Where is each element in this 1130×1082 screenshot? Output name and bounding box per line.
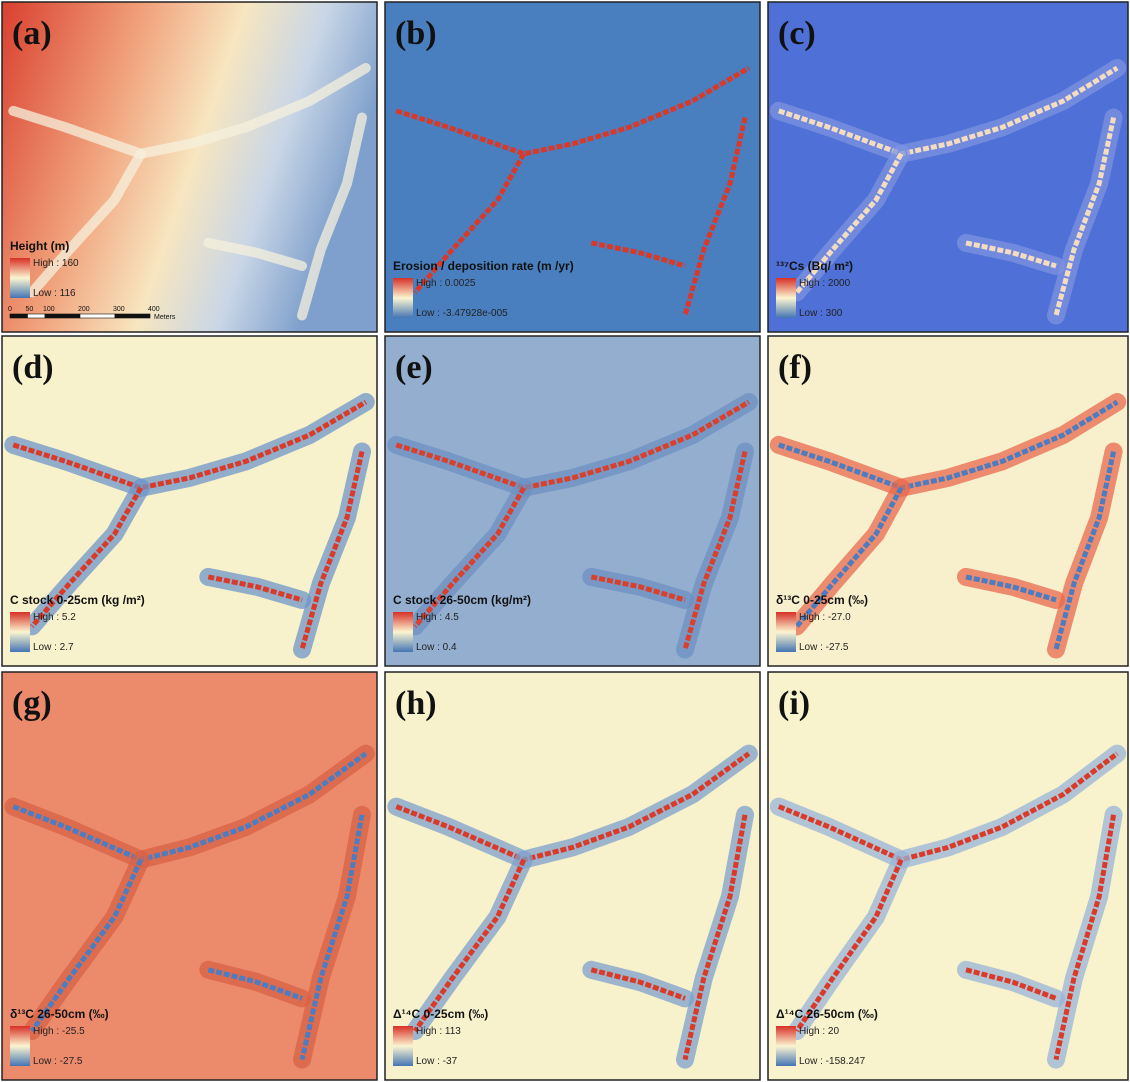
- legend-low: Low : -3.47928e-005: [416, 308, 508, 319]
- legend-title: Δ¹⁴C 0-25cm (‰): [393, 1007, 488, 1021]
- map-panel: (d) C stock 0-25cm (kg /m²) High : 5.2 Low …: [2, 336, 377, 666]
- legend-title: δ¹³C 0-25cm (‰): [776, 593, 868, 607]
- legend-title: C stock 26-50cm (kg/m²): [393, 593, 531, 607]
- scale-bar-tick: 300: [113, 306, 125, 313]
- scale-bar-segment: [10, 314, 28, 318]
- legend-low: Low : 0.4: [416, 642, 457, 653]
- scale-bar-tick: 200: [78, 306, 90, 313]
- legend-swatch: [10, 258, 30, 298]
- legend-low: Low : -37: [416, 1056, 458, 1067]
- map-panel: (b) Erosion / deposition rate (m /yr) High…: [385, 2, 760, 332]
- legend-swatch: [776, 278, 796, 318]
- figure: (a) Height (m) High : 160 Low : 116 (b) Erosi…: [0, 0, 1130, 1082]
- map-background: [2, 2, 377, 332]
- panel-label: (a): [12, 15, 52, 52]
- panel-label: (d): [12, 349, 54, 386]
- legend-title: ¹³⁷Cs (Bq/ m²): [776, 259, 853, 273]
- map-panel: (c) ¹³⁷Cs (Bq/ m²) High : 2000 Low : 300: [768, 2, 1128, 332]
- scale-bar-segment: [28, 314, 46, 318]
- legend-swatch: [393, 612, 413, 652]
- legend-low: Low : -158.247: [799, 1056, 866, 1067]
- legend-swatch: [10, 1026, 30, 1066]
- legend-low: Low : 116: [33, 288, 76, 299]
- panel-label: (h): [395, 685, 437, 722]
- panel-label: (e): [395, 349, 433, 386]
- legend-title: Δ¹⁴C 26-50cm (‰): [776, 1007, 878, 1021]
- panel-label: (c): [778, 15, 816, 52]
- map-panel: (a) Height (m) High : 160 Low : 116: [2, 2, 377, 332]
- legend-low: Low : 2.7: [33, 642, 74, 653]
- legend-high: High : 113: [416, 1026, 461, 1037]
- panel-label: (i): [778, 685, 810, 722]
- legend-title: δ¹³C 26-50cm (‰): [10, 1007, 109, 1021]
- legend-high: High : 160: [33, 258, 79, 269]
- scale-bar-tick: 0: [8, 306, 12, 313]
- legend-low: Low : -27.5: [33, 1056, 83, 1067]
- map-panel: (i) Δ¹⁴C 26-50cm (‰) High : 20 Low : -158.2…: [768, 672, 1128, 1080]
- legend-low: Low : 300: [799, 308, 843, 319]
- legend-low: Low : -27.5: [799, 642, 849, 653]
- scale-bar-tick: 50: [26, 306, 34, 313]
- legend-high: High : 20: [799, 1026, 839, 1037]
- map-panel: (f) δ¹³C 0-25cm (‰) High : -27.0 Low : -27.…: [768, 336, 1128, 666]
- legend-high: High : 4.5: [416, 612, 459, 623]
- panel-label: (g): [12, 685, 52, 722]
- scale-bar-segment: [115, 314, 150, 318]
- map-panel: (g) δ¹³C 26-50cm (‰) High : -25.5 Low : -27…: [2, 672, 377, 1080]
- panel-label: (f): [778, 349, 812, 386]
- legend-swatch: [776, 1026, 796, 1066]
- legend-title: Erosion / deposition rate (m /yr): [393, 259, 574, 273]
- legend-title: C stock 0-25cm (kg /m²): [10, 593, 145, 607]
- scale-bar-tick: 400: [148, 306, 160, 313]
- scale-bar-unit: Meters: [154, 314, 176, 321]
- map-panel: (e) C stock 26-50cm (kg/m²) High : 4.5 Low …: [385, 336, 760, 666]
- legend-swatch: [776, 612, 796, 652]
- legend-high: High : 0.0025: [416, 278, 476, 289]
- map-panel: (h) Δ¹⁴C 0-25cm (‰) High : 113 Low : -37: [385, 672, 760, 1080]
- scale-bar-segment: [80, 314, 115, 318]
- legend-swatch: [393, 1026, 413, 1066]
- legend-high: High : -27.0: [799, 612, 851, 623]
- panel-label: (b): [395, 15, 437, 52]
- legend-swatch: [393, 278, 413, 318]
- scale-bar-segment: [45, 314, 80, 318]
- scale-bar-tick: 100: [43, 306, 55, 313]
- legend-high: High : -25.5: [33, 1026, 85, 1037]
- legend-swatch: [10, 612, 30, 652]
- legend-title: Height (m): [10, 239, 69, 253]
- legend-high: High : 5.2: [33, 612, 76, 623]
- legend-high: High : 2000: [799, 278, 851, 289]
